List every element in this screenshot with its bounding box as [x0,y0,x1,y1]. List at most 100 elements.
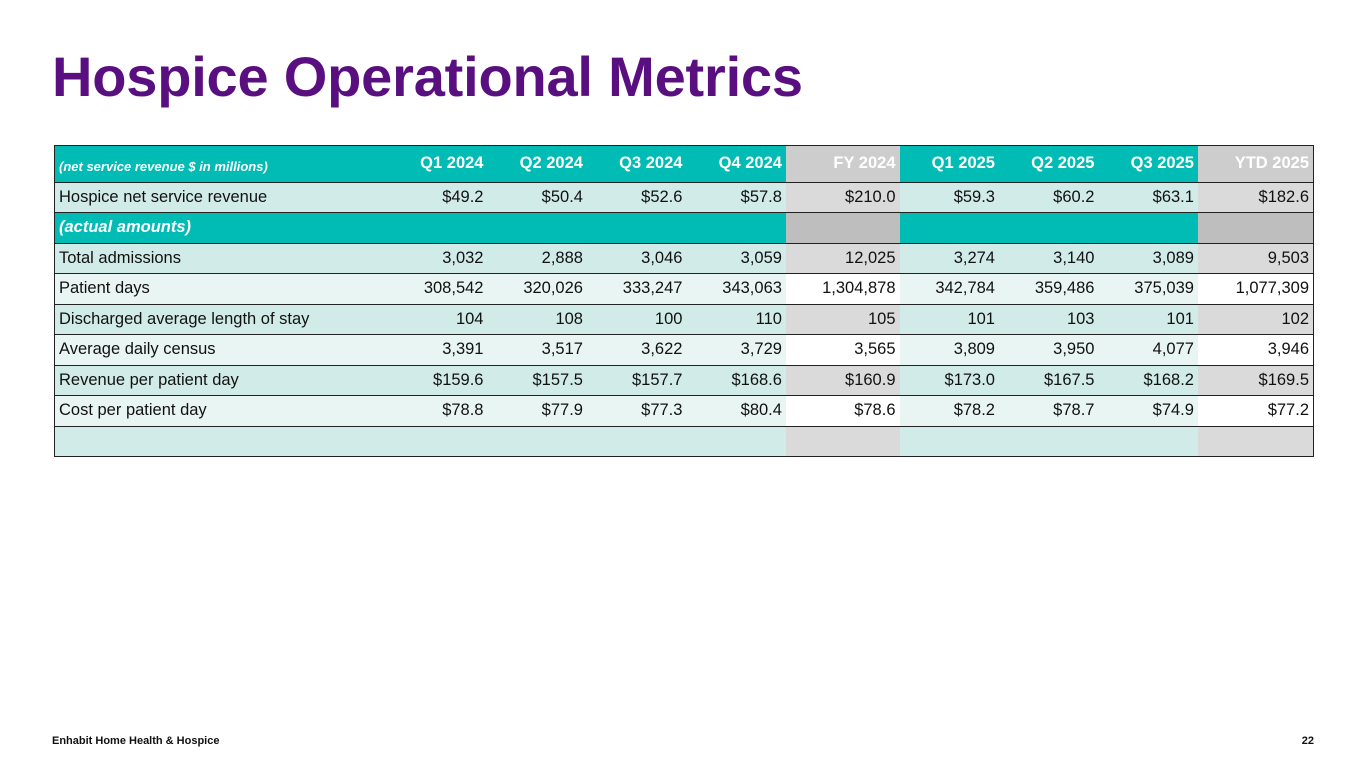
cell: 3,729 [686,334,786,365]
cell: 3,950 [998,334,1099,365]
cell: $168.2 [1098,364,1198,396]
cell: 3,809 [899,334,999,365]
cell: $78.6 [785,395,900,426]
cell: 3,622 [586,334,687,365]
section-label: (actual amounts) [54,212,388,243]
cell [998,425,1099,457]
table-row: Total admissions 3,032 2,888 3,046 3,059… [54,242,1314,274]
cell: 342,784 [899,273,999,304]
cell: 3,565 [785,334,900,365]
section-header-row: (actual amounts) [54,212,1314,243]
row-label: Hospice net service revenue [54,181,388,213]
row-label: Patient days [54,273,388,304]
header-q1-2024: Q1 2024 [388,145,488,182]
cell: $52.6 [586,181,687,213]
metrics-table: (net service revenue $ in millions) Q1 2… [54,145,1314,457]
cell [785,425,900,457]
header-fy-2024: FY 2024 [785,145,900,182]
cell: 3,140 [998,242,1099,274]
cell: 1,077,309 [1197,273,1314,304]
cell: $77.3 [586,395,687,426]
table-row: Cost per patient day $78.8 $77.9 $77.3 $… [54,395,1314,426]
row-label: Revenue per patient day [54,364,388,396]
cell: 343,063 [686,273,786,304]
cell [686,212,786,243]
row-label: Average daily census [54,334,388,365]
header-q1-2025: Q1 2025 [899,145,999,182]
table-row: Average daily census 3,391 3,517 3,622 3… [54,334,1314,365]
table-row [54,425,1314,457]
cell: $80.4 [686,395,786,426]
row-label [54,425,388,457]
cell: 102 [1197,303,1314,335]
cell [388,212,488,243]
cell: $160.9 [785,364,900,396]
cell: $59.3 [899,181,999,213]
header-q2-2024: Q2 2024 [487,145,587,182]
cell: 2,888 [487,242,587,274]
cell: $210.0 [785,181,900,213]
cell: $60.2 [998,181,1099,213]
cell: $78.8 [388,395,488,426]
header-ytd-2025: YTD 2025 [1197,145,1314,182]
cell [998,212,1099,243]
table-row: Discharged average length of stay 104 10… [54,303,1314,335]
row-label: Total admissions [54,242,388,274]
cell: 12,025 [785,242,900,274]
cell: 3,046 [586,242,687,274]
cell [586,212,687,243]
cell: 3,946 [1197,334,1314,365]
table-row: Patient days 308,542 320,026 333,247 343… [54,273,1314,304]
cell: 104 [388,303,488,335]
cell: $77.9 [487,395,587,426]
cell: $77.2 [1197,395,1314,426]
cell: $157.7 [586,364,687,396]
cell: 9,503 [1197,242,1314,274]
cell [899,425,999,457]
cell: $167.5 [998,364,1099,396]
cell: $49.2 [388,181,488,213]
table-row: Revenue per patient day $159.6 $157.5 $1… [54,364,1314,396]
cell: $169.5 [1197,364,1314,396]
cell [899,212,999,243]
cell: 3,391 [388,334,488,365]
cell [686,425,786,457]
cell: 3,059 [686,242,786,274]
header-label: (net service revenue $ in millions) [54,145,388,182]
cell [1197,425,1314,457]
cell: 4,077 [1098,334,1198,365]
cell [487,212,587,243]
cell: $182.6 [1197,181,1314,213]
cell [1098,425,1198,457]
cell: $168.6 [686,364,786,396]
cell: $50.4 [487,181,587,213]
header-q3-2025: Q3 2025 [1098,145,1198,182]
cell: 108 [487,303,587,335]
cell: 101 [1098,303,1198,335]
header-q3-2024: Q3 2024 [586,145,687,182]
cell [785,212,900,243]
cell: 101 [899,303,999,335]
cell: 3,517 [487,334,587,365]
cell: 308,542 [388,273,488,304]
header-q4-2024: Q4 2024 [686,145,786,182]
cell: 103 [998,303,1099,335]
row-label: Cost per patient day [54,395,388,426]
cell: $78.7 [998,395,1099,426]
cell [1197,212,1314,243]
footer-company: Enhabit Home Health & Hospice [52,735,220,747]
cell: 105 [785,303,900,335]
cell [388,425,488,457]
cell: 333,247 [586,273,687,304]
cell: 359,486 [998,273,1099,304]
cell: 375,039 [1098,273,1198,304]
cell: $78.2 [899,395,999,426]
cell: $173.0 [899,364,999,396]
cell: $57.8 [686,181,786,213]
cell: 100 [586,303,687,335]
cell: $63.1 [1098,181,1198,213]
page-number: 22 [1301,735,1314,747]
cell [487,425,587,457]
cell: 110 [686,303,786,335]
cell: 3,274 [899,242,999,274]
